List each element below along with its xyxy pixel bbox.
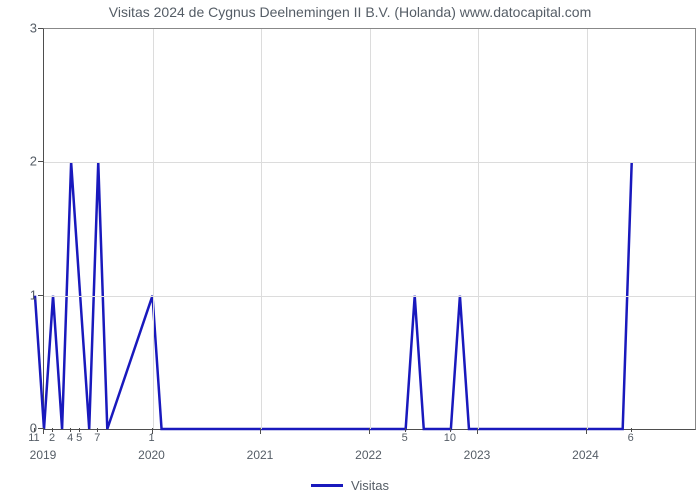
legend-swatch (311, 484, 343, 487)
x-minor-label: 2 (49, 432, 55, 444)
x-major-tick-mark (369, 428, 370, 434)
x-minor-tick-mark (405, 428, 406, 432)
x-minor-label: 5 (402, 432, 408, 444)
vgridline (153, 29, 154, 429)
x-minor-tick-mark (450, 428, 451, 432)
x-major-tick-mark (477, 428, 478, 434)
y-tick-mark (38, 28, 43, 29)
x-minor-tick-mark (631, 428, 632, 432)
x-minor-label: 1 (148, 432, 154, 444)
vgridline (261, 29, 262, 429)
vgridline (478, 29, 479, 429)
x-major-label: 2022 (355, 448, 382, 462)
x-major-label: 2021 (247, 448, 274, 462)
chart-container: Visitas 2024 de Cygnus Deelnemingen II B… (0, 0, 700, 500)
plot-area (43, 28, 696, 430)
x-minor-label: 6 (628, 432, 634, 444)
x-major-label: 2024 (572, 448, 599, 462)
x-major-label: 2023 (464, 448, 491, 462)
x-minor-tick-mark (97, 428, 98, 432)
legend: Visitas (0, 478, 700, 493)
x-major-label: 2020 (138, 448, 165, 462)
vgridline (370, 29, 371, 429)
x-minor-label: 10 (444, 432, 456, 444)
chart-title: Visitas 2024 de Cygnus Deelnemingen II B… (0, 4, 700, 20)
legend-label: Visitas (351, 478, 389, 493)
y-tick-mark (38, 161, 43, 162)
x-major-label: 2019 (30, 448, 57, 462)
x-minor-tick-mark (34, 428, 35, 432)
x-minor-tick-mark (52, 428, 53, 432)
y-tick-label: 1 (21, 287, 37, 302)
x-minor-tick-mark (79, 428, 80, 432)
x-minor-label: 7 (94, 432, 100, 444)
x-minor-label: 11 (28, 432, 39, 444)
y-tick-mark (38, 295, 43, 296)
vgridline (587, 29, 588, 429)
y-tick-label: 2 (21, 154, 37, 169)
x-minor-label: 5 (76, 432, 82, 444)
x-minor-label: 4 (67, 432, 73, 444)
x-minor-tick-mark (152, 428, 153, 432)
x-minor-tick-mark (70, 428, 71, 432)
y-tick-label: 3 (21, 21, 37, 36)
x-major-tick-mark (586, 428, 587, 434)
x-major-tick-mark (43, 428, 44, 434)
x-major-tick-mark (260, 428, 261, 434)
